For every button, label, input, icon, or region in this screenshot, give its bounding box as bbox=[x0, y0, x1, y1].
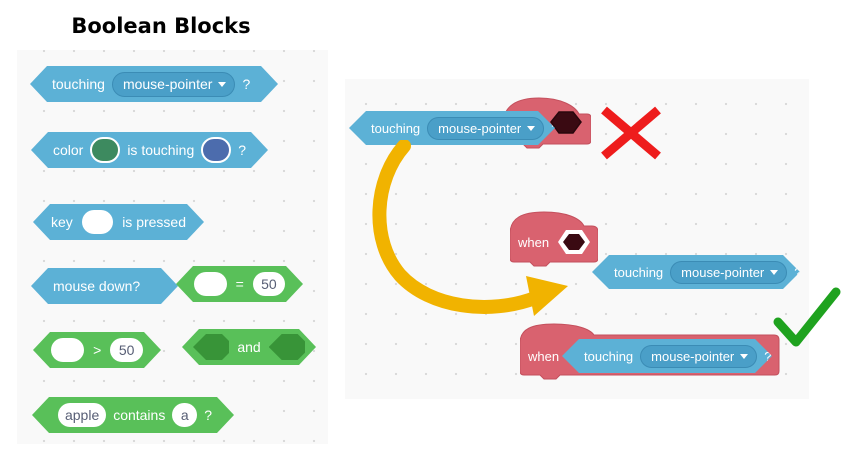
chevron-down-icon bbox=[740, 354, 748, 359]
target-dropdown[interactable]: mouse-pointer bbox=[640, 345, 757, 368]
target-dropdown[interactable]: mouse-pointer bbox=[112, 72, 236, 97]
question-mark: ? bbox=[551, 120, 559, 136]
mouse-down-block[interactable]: mouse down? bbox=[31, 268, 178, 304]
substring-input[interactable]: a bbox=[172, 403, 197, 427]
loose-touching-block[interactable]: touching mouse-pointer ? bbox=[592, 255, 800, 289]
touching-label: touching bbox=[584, 348, 634, 364]
greater-than-block[interactable]: > 50 bbox=[33, 332, 161, 368]
color-swatch-2[interactable] bbox=[201, 137, 231, 163]
contains-label: contains bbox=[113, 407, 166, 423]
when-hat-block[interactable]: when bbox=[510, 210, 598, 272]
question-mark: ? bbox=[238, 142, 246, 158]
chevron-down-icon bbox=[527, 126, 535, 131]
left-operand-input[interactable] bbox=[194, 272, 227, 296]
color-swatch-1[interactable] bbox=[90, 137, 120, 163]
curved-arrow-icon bbox=[372, 140, 568, 316]
when-label: when bbox=[528, 349, 560, 364]
x-mark-icon bbox=[601, 106, 661, 160]
check-mark-icon bbox=[773, 287, 841, 347]
contains-block[interactable]: apple contains a ? bbox=[32, 397, 234, 433]
equals-operator: = bbox=[235, 276, 244, 292]
question-mark: ? bbox=[794, 264, 802, 280]
touching-label: touching bbox=[52, 76, 105, 92]
floating-touching-block[interactable]: touching mouse-pointer ? bbox=[349, 111, 555, 145]
left-operand-input[interactable] bbox=[51, 338, 84, 362]
color-touching-block[interactable]: color is touching ? bbox=[31, 132, 268, 168]
equals-block[interactable]: = 50 bbox=[176, 266, 303, 302]
boolean-slot-left[interactable] bbox=[193, 334, 229, 360]
dropdown-value: mouse-pointer bbox=[681, 264, 765, 280]
touching-label: touching bbox=[371, 120, 421, 136]
chevron-down-icon bbox=[218, 82, 226, 87]
block-palette-panel: touching mouse-pointer ? color is touchi… bbox=[17, 50, 328, 444]
question-mark: ? bbox=[242, 76, 251, 92]
target-dropdown[interactable]: mouse-pointer bbox=[427, 117, 544, 140]
key-input[interactable] bbox=[82, 210, 113, 234]
when-label: when bbox=[518, 235, 550, 250]
mouse-down-label: mouse down? bbox=[53, 278, 141, 294]
target-dropdown[interactable]: mouse-pointer bbox=[670, 261, 787, 284]
and-block[interactable]: and bbox=[182, 329, 316, 365]
is-touching-label: is touching bbox=[127, 142, 195, 158]
dropdown-value: mouse-pointer bbox=[438, 120, 522, 136]
dropdown-value: mouse-pointer bbox=[651, 348, 735, 364]
string-input[interactable]: apple bbox=[58, 403, 106, 427]
color-label: color bbox=[53, 142, 84, 158]
combined-when-block[interactable]: when touching mouse-pointer ? bbox=[520, 323, 780, 381]
is-pressed-label: is pressed bbox=[122, 214, 186, 230]
touching-label: touching bbox=[614, 264, 664, 280]
dropdown-value: mouse-pointer bbox=[122, 76, 213, 92]
key-label: key bbox=[51, 214, 73, 230]
right-operand-input[interactable]: 50 bbox=[253, 272, 285, 296]
key-pressed-block[interactable]: key is pressed bbox=[33, 204, 204, 240]
greater-operator: > bbox=[93, 342, 102, 358]
embedded-touching-block[interactable]: touching mouse-pointer ? bbox=[562, 339, 772, 373]
page-title: Boolean Blocks bbox=[71, 14, 251, 38]
question-mark: ? bbox=[204, 407, 212, 423]
touching-block[interactable]: touching mouse-pointer ? bbox=[30, 66, 278, 102]
and-operator: and bbox=[237, 339, 261, 355]
chevron-down-icon bbox=[770, 270, 778, 275]
right-operand-input[interactable]: 50 bbox=[110, 338, 143, 362]
boolean-slot-right[interactable] bbox=[269, 334, 305, 360]
question-mark: ? bbox=[764, 348, 772, 364]
